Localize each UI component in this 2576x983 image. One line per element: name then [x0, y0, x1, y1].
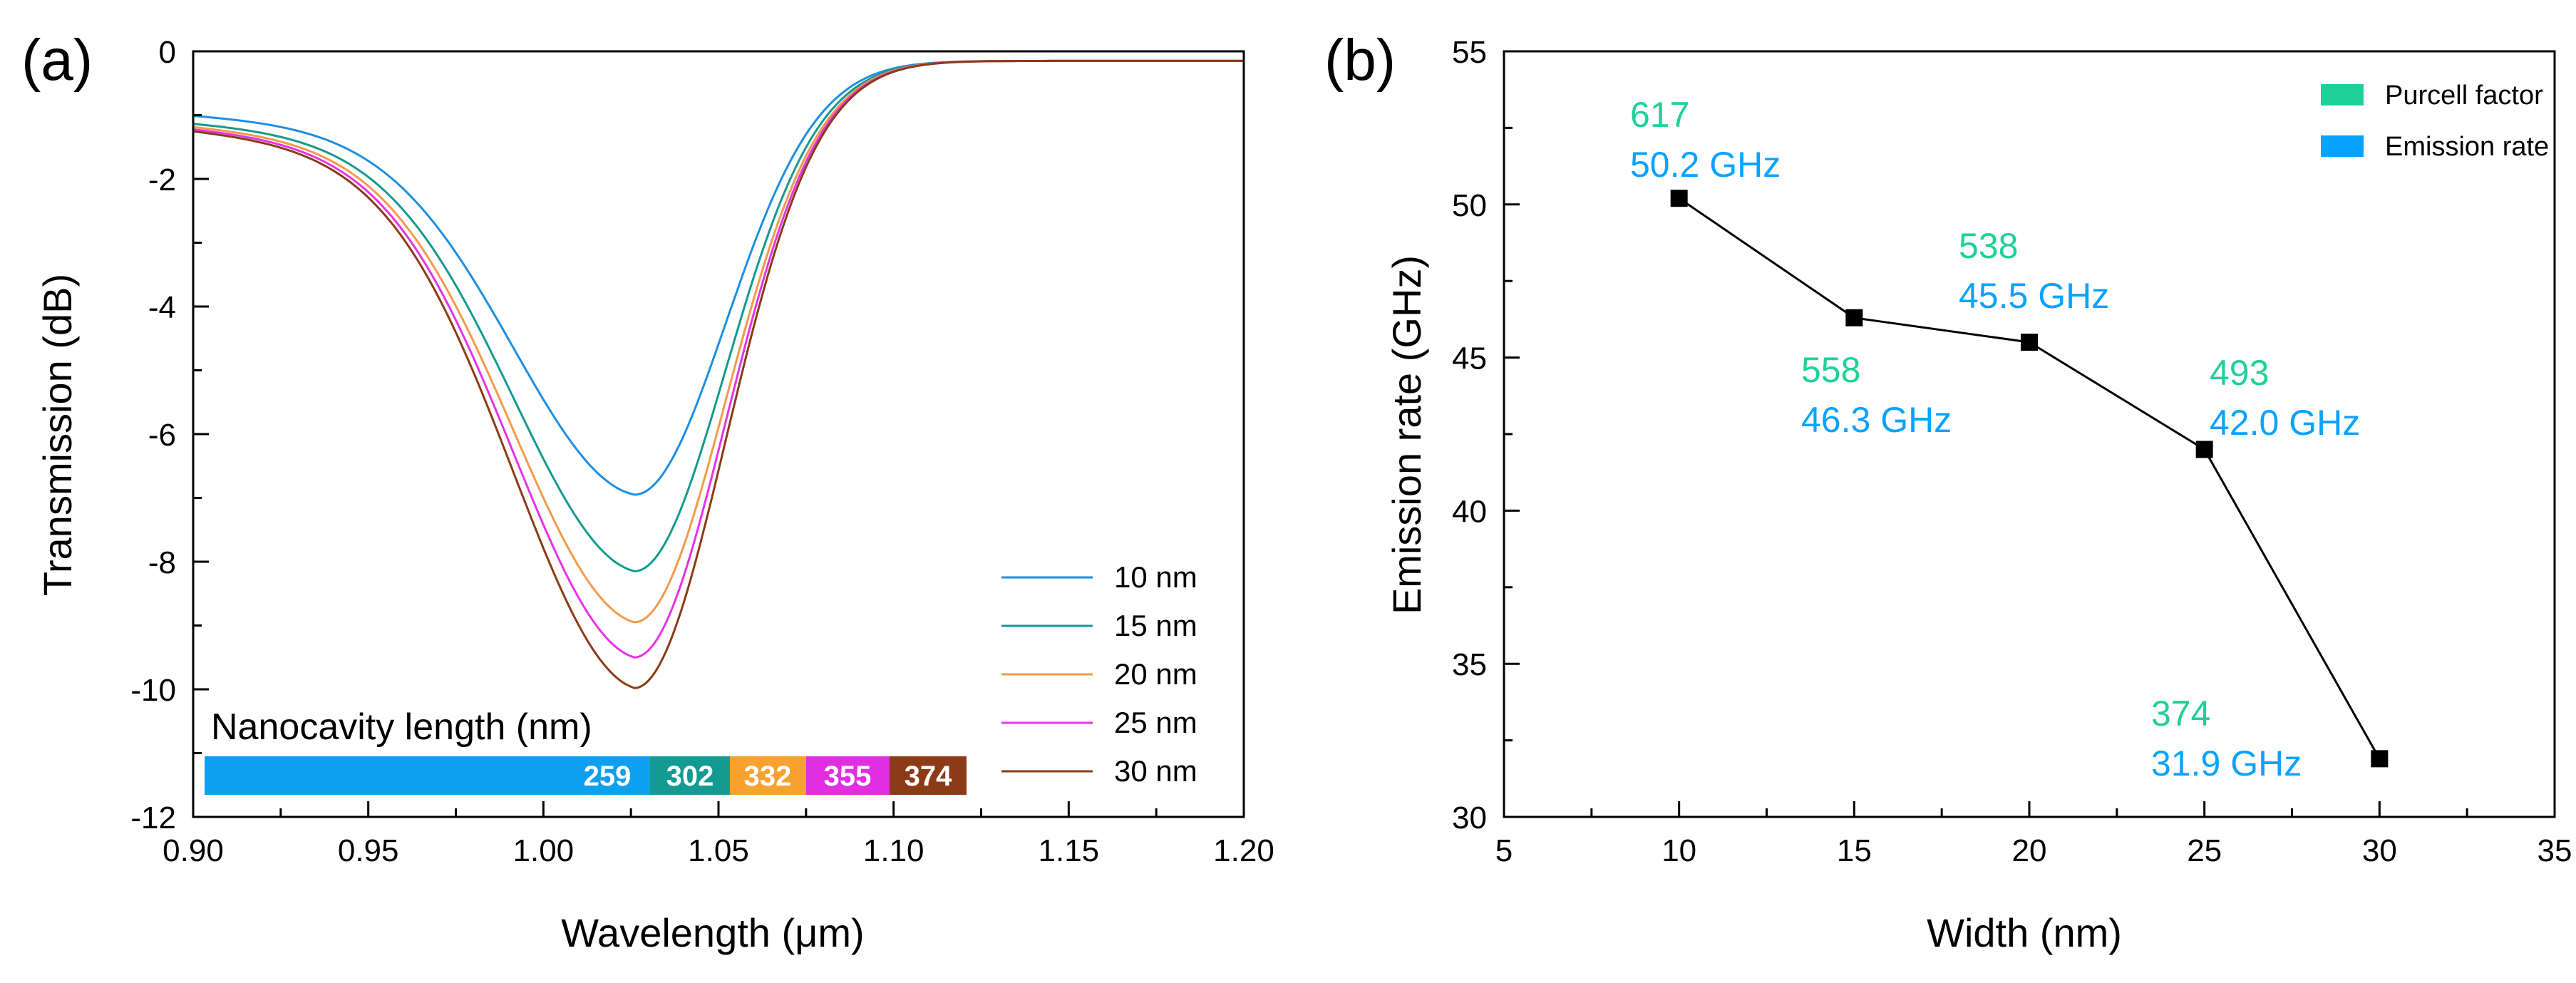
- legend-swatch-purcell-factor: [2321, 84, 2364, 105]
- nanocavity-segment-374: [890, 756, 967, 795]
- panel-a-chart: (a) 0.90 0.95 1.00 1.05 1.10 1.15 1.20 0 -2 -4 -6…: [21, 28, 1274, 955]
- nanocavity-label-355: 355: [824, 761, 872, 792]
- nanocavity-label-302: 302: [666, 761, 714, 792]
- legend-label-15nm: 15 nm: [1114, 609, 1197, 642]
- purcell-annotation-10nm: 617: [1630, 95, 1689, 135]
- panel-a-y-tick-label: -10: [130, 673, 176, 708]
- nanocavity-segment-332: [730, 756, 806, 795]
- panel-b-x-tick-label: 25: [2187, 833, 2222, 868]
- panel-a-y-ticks: 0 -2 -4 -6 -8 -10 -12: [130, 35, 209, 835]
- panel-b-y-ticks: 30 35 40 45 50 55: [1452, 35, 1520, 835]
- emission-rate-point: [1670, 190, 1688, 207]
- panel-b-x-ticks: 5 10 15 20 25 30 35: [1495, 801, 2572, 868]
- panel-a-x-tick-label: 1.00: [513, 833, 575, 868]
- panel-a-x-tick-label: 0.90: [163, 833, 224, 868]
- panel-a-series-group: [192, 59, 1244, 689]
- panel-a-y-tick-label: -8: [148, 545, 176, 580]
- nanocavity-bar-title: Nanocavity length (nm): [211, 706, 592, 748]
- purcell-annotation-25nm: 493: [2210, 353, 2269, 393]
- panel-b-y-tick-label: 40: [1452, 494, 1487, 529]
- purcell-annotation-30nm: 374: [2151, 694, 2210, 734]
- panel-b-x-tick-label: 35: [2538, 833, 2572, 868]
- panel-b-x-tick-label: 15: [1837, 833, 1872, 868]
- nanocavity-segment-259: [205, 756, 650, 795]
- emission-rate-point: [1845, 309, 1863, 326]
- panel-b-x-axis-title: Width (nm): [1927, 910, 2122, 955]
- panel-a-y-tick-label: -4: [148, 290, 176, 325]
- rate-annotation-20nm: 45.5 GHz: [1959, 276, 2109, 316]
- panel-b-x-tick-label: 30: [2362, 833, 2397, 868]
- panel-a-x-tick-label: 0.95: [338, 833, 399, 868]
- panel-b-annotations: 617 50.2 GHz 558 46.3 GHz 538 45.5 GHz 4…: [1630, 95, 2360, 783]
- rate-annotation-15nm: 46.3 GHz: [1801, 400, 1952, 440]
- emission-rate-point: [2371, 750, 2389, 768]
- panel-b-y-axis-title: Emission rate (GHz): [1384, 255, 1429, 614]
- panel-a-legend: 10 nm 15 nm 20 nm 25 nm 30 nm: [1001, 560, 1197, 788]
- nanocavity-segment-302: [650, 756, 730, 795]
- panel-b-y-tick-label: 35: [1452, 647, 1487, 682]
- panel-b-y-tick-label: 50: [1452, 188, 1487, 223]
- panel-a-series-2: [192, 59, 1244, 572]
- rate-annotation-30nm: 31.9 GHz: [2151, 743, 2302, 783]
- panel-a-y-tick-label: -12: [130, 801, 176, 835]
- nanocavity-length-bar: Nanocavity length (nm) 259 302 332 355 3…: [205, 706, 967, 795]
- panel-a-x-tick-label: 1.20: [1213, 833, 1274, 868]
- legend-label-10nm: 10 nm: [1114, 560, 1197, 594]
- panel-a-y-tick-label: 0: [159, 35, 176, 70]
- legend-label-purcell-factor: Purcell factor: [2385, 81, 2543, 110]
- panel-b-chart: (b) 5 10 15 20 25 30 35 30 35 40 45 50 55 Width (nm…: [1324, 28, 2572, 955]
- panel-a-x-axis-title: Wavelength (μm): [561, 910, 864, 955]
- panel-a-x-tick-label: 1.05: [688, 833, 749, 868]
- panel-b-y-tick-label: 30: [1452, 801, 1487, 835]
- panel-a-y-tick-label: -6: [148, 418, 176, 453]
- rate-annotation-25nm: 42.0 GHz: [2210, 403, 2360, 443]
- nanocavity-label-332: 332: [744, 761, 792, 792]
- legend-label-30nm: 30 nm: [1114, 754, 1197, 788]
- legend-label-20nm: 20 nm: [1114, 657, 1197, 691]
- purcell-annotation-20nm: 538: [1959, 226, 2018, 266]
- panel-a-x-tick-label: 1.10: [863, 833, 924, 868]
- panel-b-letter: (b): [1324, 28, 1396, 93]
- nanocavity-label-374: 374: [905, 761, 952, 792]
- legend-swatch-emission-rate: [2321, 135, 2364, 157]
- purcell-annotation-15nm: 558: [1801, 350, 1860, 390]
- panel-a-series-5: [192, 59, 1244, 689]
- emission-rate-point: [2195, 441, 2213, 458]
- legend-label-emission-rate: Emission rate: [2385, 132, 2549, 162]
- panel-a-y-tick-label: -2: [148, 163, 176, 197]
- rate-annotation-10nm: 50.2 GHz: [1630, 145, 1781, 185]
- panel-b-y-tick-label: 45: [1452, 341, 1487, 376]
- panel-a-x-ticks: 0.90 0.95 1.00 1.05 1.10 1.15 1.20: [163, 801, 1274, 868]
- panel-b-legend: Purcell factor Emission rate: [2321, 81, 2549, 162]
- nanocavity-label-259: 259: [584, 761, 632, 792]
- panel-b-x-tick-label: 5: [1495, 833, 1513, 868]
- nanocavity-segment-355: [806, 756, 890, 795]
- panel-a-y-axis-title: Transmission (dB): [35, 274, 80, 596]
- legend-label-25nm: 25 nm: [1114, 706, 1197, 739]
- panel-b-y-tick-label: 55: [1452, 35, 1487, 70]
- panel-a-x-tick-label: 1.15: [1039, 833, 1100, 868]
- panel-b-x-tick-label: 10: [1661, 833, 1696, 868]
- panel-a-letter: (a): [21, 28, 93, 93]
- emission-rate-point: [2021, 334, 2038, 351]
- panel-b-x-tick-label: 20: [2012, 833, 2047, 868]
- panel-b-series-group: [1670, 190, 2389, 768]
